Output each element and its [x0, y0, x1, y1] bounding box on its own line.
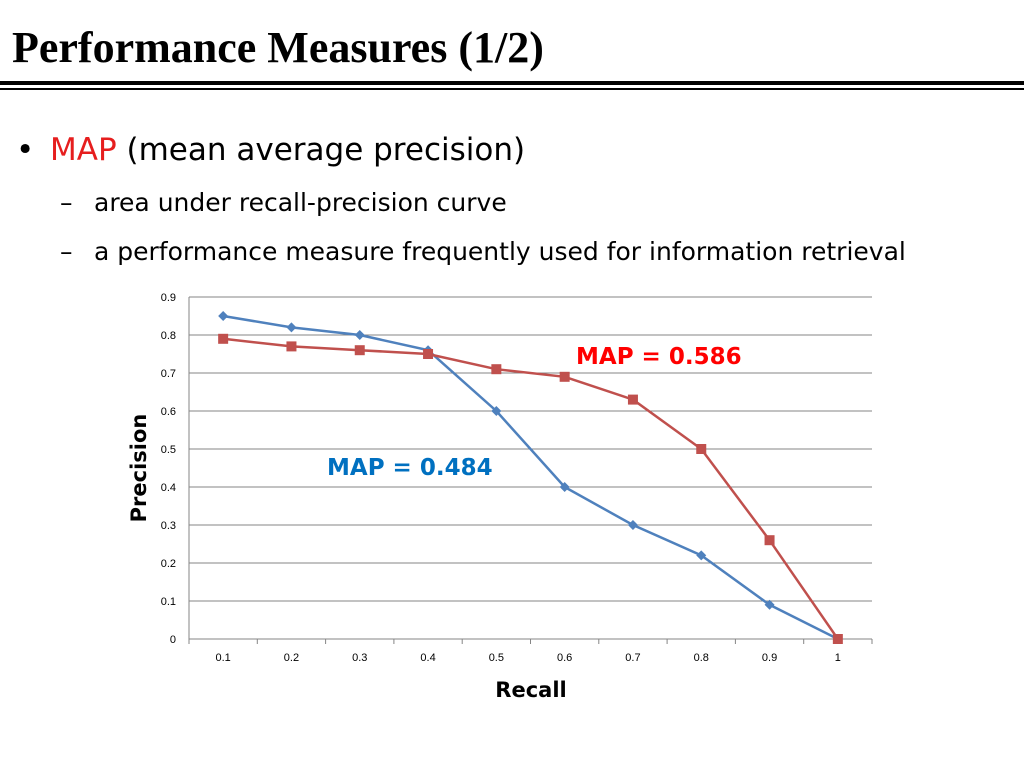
slide-title: Performance Measures (1/2) [12, 23, 544, 72]
series-2-point [832, 634, 843, 644]
subbullet-2: – a performance measure frequently used f… [60, 237, 906, 266]
x-tick-label: 1 [835, 652, 841, 664]
x-tick-label: 0.2 [284, 652, 299, 664]
x-tick-label: 0.7 [625, 652, 640, 664]
map-annotation: MAP = 0.586 [576, 344, 742, 370]
series-1-point [696, 550, 707, 561]
x-tick-label: 0.4 [420, 652, 435, 664]
series-line-2 [223, 337, 839, 640]
series-1-point [559, 482, 570, 492]
y-tick-label: 0.5 [161, 444, 176, 456]
y-tick-label: 0.1 [161, 596, 176, 608]
series-1-point [286, 322, 297, 333]
subbullet-marker: – [60, 188, 73, 217]
series-2-point [354, 345, 365, 356]
y-tick-label: 0.3 [161, 520, 176, 532]
y-tick-label: 0.7 [161, 368, 176, 380]
subbullet-text: a performance measure frequently used fo… [94, 237, 906, 266]
series-2-point [696, 444, 707, 454]
x-tick-label: 0.3 [352, 652, 367, 664]
subbullet-marker: – [60, 237, 73, 266]
x-axis-label: Recall [495, 678, 566, 702]
x-tick-label: 0.5 [489, 652, 504, 664]
x-tick-label: 0.1 [216, 652, 231, 664]
series-1-point [491, 406, 502, 416]
x-tick-label: 0.9 [762, 652, 777, 664]
bullet-map: • MAP (mean average precision) [16, 132, 525, 168]
title-divider-thick [0, 81, 1024, 85]
series-2-point [423, 349, 434, 359]
y-tick-label: 0.8 [161, 330, 176, 342]
bullet-marker: • [16, 132, 35, 168]
subbullet-text: area under recall-precision curve [94, 188, 507, 217]
series-2-point [627, 394, 638, 405]
map-annotation: MAP = 0.484 [327, 455, 493, 481]
x-tick-label: 0.8 [694, 652, 709, 664]
y-tick-label: 0 [170, 634, 176, 646]
series-line-1 [222, 314, 839, 641]
y-tick-label: 0.6 [161, 406, 176, 418]
series-1-point [627, 520, 638, 530]
x-tick-label: 0.6 [557, 652, 572, 664]
y-tick-label: 0.2 [161, 558, 176, 570]
bullet-text: (mean average precision) [116, 132, 526, 168]
series-2-point [286, 341, 297, 352]
title-divider-thin [0, 88, 1024, 90]
series-2-point [218, 333, 229, 344]
series-1-point [764, 599, 775, 610]
series-2-point [559, 371, 570, 382]
subbullet-1: – area under recall-precision curve [60, 188, 507, 217]
bullet-term: MAP [50, 132, 117, 168]
series-2-point [491, 364, 502, 375]
y-tick-label: 0.9 [161, 292, 176, 304]
series-2-point [764, 535, 775, 546]
series-1-point [354, 330, 365, 340]
y-axis-label: Precision [127, 414, 151, 523]
y-tick-label: 0.4 [161, 482, 176, 494]
series-1-point [218, 311, 229, 321]
